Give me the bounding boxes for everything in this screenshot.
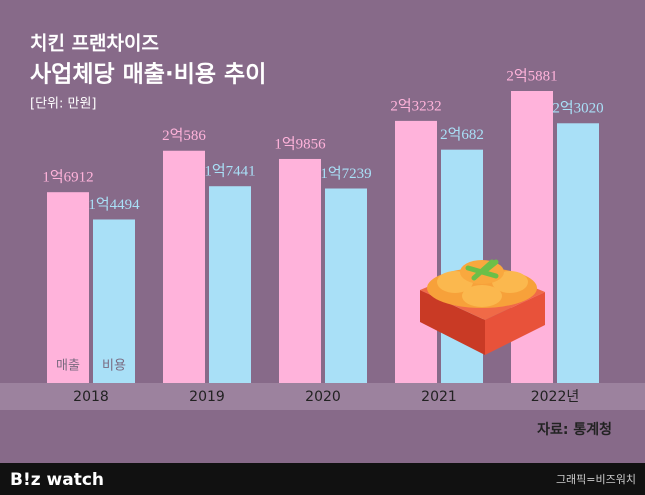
source: 자료: 통계청 bbox=[537, 422, 612, 438]
value-label: 1억9856 bbox=[274, 135, 326, 152]
bar bbox=[209, 186, 251, 383]
x-tick-label: 2022년 bbox=[531, 389, 580, 405]
value-label: 2억3232 bbox=[390, 97, 441, 114]
value-label: 1억7441 bbox=[204, 163, 255, 180]
bar bbox=[163, 150, 205, 383]
chart-subtitle: 사업체당 매출·비용 추이 bbox=[30, 62, 266, 88]
credit: 그래픽=비즈워치 bbox=[556, 473, 636, 486]
legend-label: 매출 bbox=[56, 359, 80, 374]
x-tick-label: 2020 bbox=[305, 389, 341, 405]
unit-label: [단위: 만원] bbox=[30, 97, 97, 112]
value-label: 1억6912 bbox=[42, 169, 93, 186]
axis-band bbox=[0, 383, 645, 410]
logo: B!z watch bbox=[10, 470, 104, 490]
value-label: 2억3020 bbox=[552, 100, 603, 117]
persimmon-illustration bbox=[420, 259, 545, 355]
x-tick-label: 2019 bbox=[189, 389, 225, 405]
bar bbox=[279, 158, 321, 383]
value-label: 2억682 bbox=[440, 126, 484, 143]
x-tick-label: 2018 bbox=[73, 389, 109, 405]
value-label: 2억586 bbox=[162, 127, 206, 144]
value-label: 2억5881 bbox=[506, 67, 557, 84]
value-label: 1억4494 bbox=[88, 196, 140, 213]
legend-label: 비용 bbox=[102, 359, 126, 374]
bar bbox=[557, 123, 599, 384]
x-tick-label: 2021 bbox=[421, 389, 457, 405]
bar bbox=[511, 91, 553, 383]
bar bbox=[395, 120, 437, 384]
bar bbox=[325, 188, 367, 383]
chart-title: 치킨 프랜차이즈 bbox=[30, 33, 159, 55]
value-label: 1억7239 bbox=[320, 165, 371, 182]
bar bbox=[93, 219, 135, 383]
bar bbox=[47, 192, 89, 383]
footer-bar bbox=[0, 463, 645, 495]
